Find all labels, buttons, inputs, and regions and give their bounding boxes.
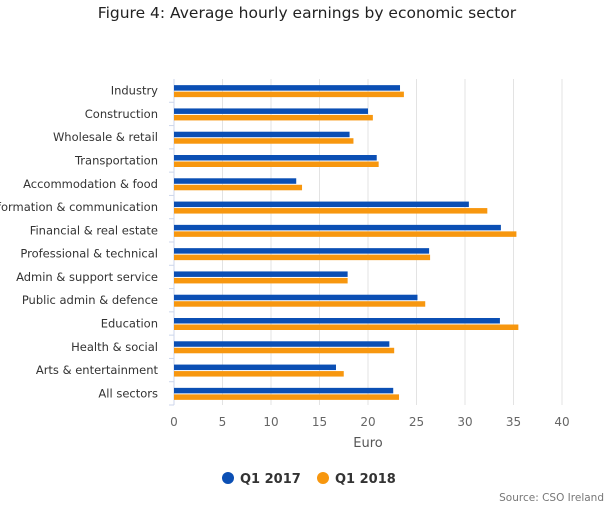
bar-q1-2017 — [174, 155, 377, 161]
bar-q1-2017 — [174, 178, 297, 184]
legend-label: Q1 2017 — [240, 472, 301, 487]
category-label: Professional & technical — [20, 247, 158, 261]
bar-q1-2018 — [174, 301, 426, 307]
x-tick-label: 25 — [409, 415, 424, 429]
bar-q1-2017 — [174, 318, 500, 324]
category-label: Transportation — [74, 154, 158, 168]
bar-q1-2018 — [174, 394, 400, 400]
category-label: Public admin & defence — [22, 293, 158, 307]
source-note: Source: CSO Ireland — [499, 492, 604, 504]
bar-q1-2018 — [174, 347, 395, 354]
category-label: Information & communication — [0, 200, 158, 214]
category-label: Accommodation & food — [23, 177, 158, 191]
bar-q1-2018 — [174, 208, 488, 214]
bar-q1-2017 — [174, 364, 336, 371]
bar-q1-2018 — [174, 324, 519, 330]
category-label: Construction — [85, 107, 158, 121]
bar-q1-2017 — [174, 294, 418, 301]
bar-q1-2018 — [174, 254, 431, 261]
x-axis-title: Euro — [353, 436, 383, 451]
category-label: Wholesale & retail — [53, 130, 158, 144]
category-label: Industry — [111, 84, 158, 98]
bar-q1-2018 — [174, 184, 303, 191]
bar-q1-2018 — [174, 231, 517, 237]
x-tick-label: 10 — [263, 415, 278, 429]
category-label: Financial & real estate — [30, 223, 158, 237]
category-label: Education — [101, 317, 158, 331]
bar-q1-2017 — [174, 131, 350, 138]
x-tick-label: 20 — [360, 415, 375, 429]
category-label: Admin & support service — [16, 270, 158, 284]
bar-q1-2018 — [174, 371, 344, 377]
category-label: Arts & entertainment — [36, 363, 159, 377]
chart-title: Figure 4: Average hourly earnings by eco… — [97, 4, 517, 22]
x-tick-label: 15 — [312, 415, 327, 429]
bar-q1-2018 — [174, 161, 379, 167]
bar-q1-2018 — [174, 138, 354, 144]
category-label: All sectors — [98, 386, 158, 400]
x-tick-label: 40 — [554, 415, 569, 429]
bar-q1-2018 — [174, 114, 373, 121]
legend-label: Q1 2018 — [335, 472, 396, 487]
bar-q1-2017 — [174, 224, 501, 231]
bar-q1-2017 — [174, 271, 348, 277]
bar-q1-2017 — [174, 201, 469, 208]
x-tick-label: 35 — [506, 415, 521, 429]
category-label: Health & social — [71, 340, 158, 354]
bar-q1-2017 — [174, 248, 430, 254]
bar-q1-2017 — [174, 341, 390, 347]
bar-q1-2017 — [174, 108, 368, 114]
bar-q1-2018 — [174, 277, 348, 284]
bar-q1-2017 — [174, 85, 401, 91]
x-tick-label: 0 — [170, 415, 178, 429]
legend-marker — [222, 472, 234, 484]
x-tick-label: 30 — [457, 415, 472, 429]
x-tick-label: 5 — [219, 415, 227, 429]
bar-q1-2018 — [174, 91, 404, 98]
legend-marker — [317, 472, 329, 484]
bar-q1-2017 — [174, 387, 394, 394]
